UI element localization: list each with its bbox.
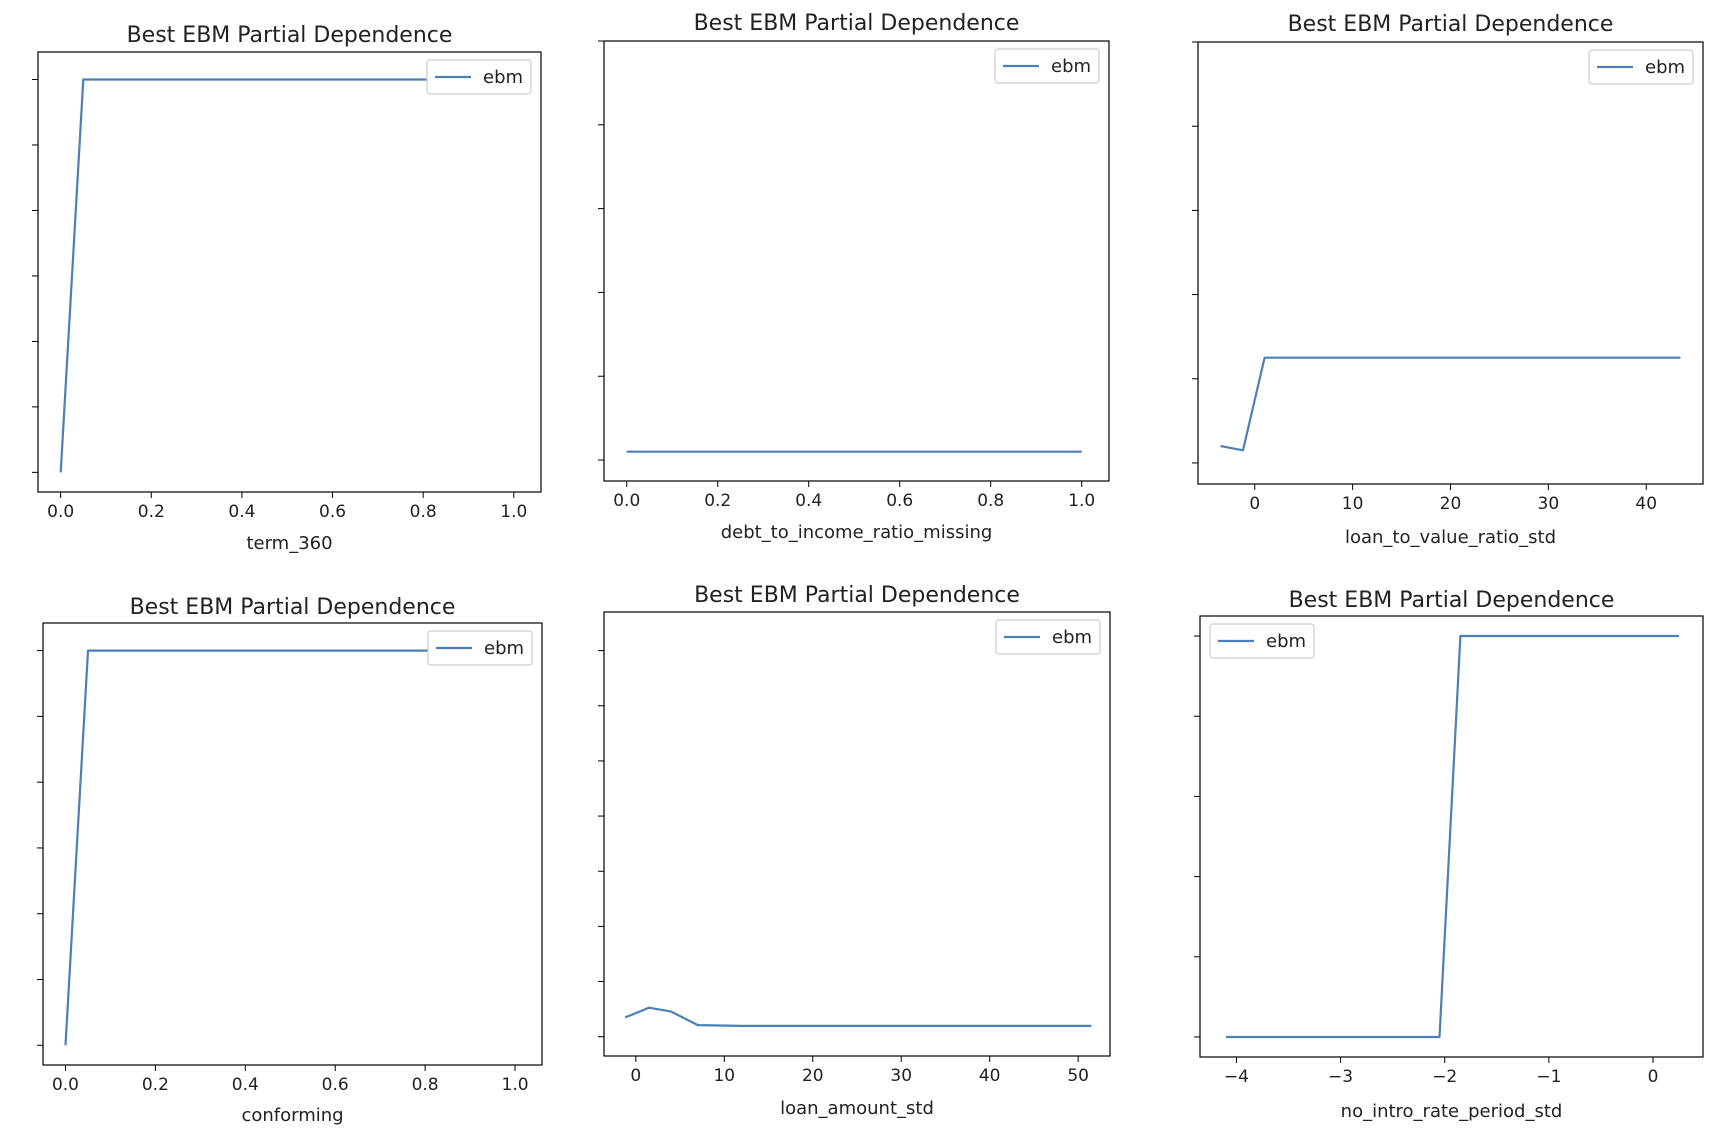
chart-title: Best EBM Partial Dependence bbox=[694, 583, 1020, 608]
legend: ebm bbox=[995, 619, 1101, 655]
x-tick-label: 0.4 bbox=[795, 491, 822, 511]
axes-frame bbox=[37, 51, 542, 493]
chart-title: Best EBM Partial Dependence bbox=[694, 11, 1020, 36]
subplot-2: Best EBM Partial Dependence 0.0 0.2 0.4 0.6 0… bbox=[598, 11, 1110, 543]
x-tick-label: 0 bbox=[1249, 494, 1260, 514]
x-tick-label: −1 bbox=[1536, 1067, 1561, 1087]
x-tick-label: 0.0 bbox=[613, 491, 640, 511]
legend-label: ebm bbox=[1051, 56, 1091, 77]
legend: ebm bbox=[994, 48, 1100, 84]
legend-label: ebm bbox=[1266, 631, 1306, 652]
chart-title: Best EBM Partial Dependence bbox=[127, 23, 453, 48]
legend-label: ebm bbox=[483, 67, 523, 88]
series-line-ebm bbox=[624, 1006, 1092, 1028]
subplot-1: Best EBM Partial Dependence 0.0 0.2 0.4 0.6 0… bbox=[32, 23, 542, 554]
x-tick-label: 1.0 bbox=[1068, 491, 1095, 511]
legend-box bbox=[1588, 49, 1694, 85]
x-tick-label: 40 bbox=[979, 1066, 1001, 1086]
legend: ebm bbox=[426, 59, 532, 95]
x-tick-label: 40 bbox=[1635, 494, 1657, 514]
x-tick-label: 1.0 bbox=[500, 502, 527, 522]
x-tick-label: 10 bbox=[713, 1066, 735, 1086]
x-tick-label: 20 bbox=[1440, 494, 1462, 514]
x-tick-label: 0.2 bbox=[142, 1075, 169, 1095]
legend-label: ebm bbox=[1645, 57, 1685, 78]
x-tick-label: 0.6 bbox=[886, 491, 913, 511]
subplot-3: Best EBM Partial Dependence 0 10 20 30 40 loan… bbox=[1192, 12, 1704, 548]
x-tick-label: 10 bbox=[1342, 494, 1364, 514]
x-tick-label: 20 bbox=[802, 1066, 824, 1086]
x-tick-label: 0.6 bbox=[322, 1075, 349, 1095]
subplot-4: Best EBM Partial Dependence 0.0 0.2 0.4 0.6 0… bbox=[37, 595, 543, 1126]
chart-title: Best EBM Partial Dependence bbox=[1289, 588, 1615, 613]
legend-label: ebm bbox=[1052, 627, 1092, 648]
x-tick-label: 30 bbox=[1538, 494, 1560, 514]
x-tick-label: −2 bbox=[1432, 1067, 1457, 1087]
legend-box bbox=[427, 630, 533, 666]
chart-title: Best EBM Partial Dependence bbox=[130, 595, 456, 620]
x-tick-label: 0.0 bbox=[52, 1075, 79, 1095]
x-tick-label: 0 bbox=[1648, 1067, 1659, 1087]
x-tick-label: −4 bbox=[1224, 1067, 1249, 1087]
x-tick-label: 0.8 bbox=[977, 491, 1004, 511]
x-axis-label: term_360 bbox=[246, 533, 332, 554]
x-axis-label: loan_amount_std bbox=[780, 1098, 934, 1119]
axes-frame bbox=[1199, 615, 1704, 1058]
legend: ebm bbox=[1209, 623, 1315, 659]
x-tick-label: 0.2 bbox=[704, 491, 731, 511]
axes-frame bbox=[42, 622, 543, 1066]
x-tick-label: 0.4 bbox=[232, 1075, 259, 1095]
legend: ebm bbox=[1588, 49, 1694, 85]
x-axis-label: loan_to_value_ratio_std bbox=[1345, 527, 1556, 548]
subplot-5: Best EBM Partial Dependence 0 10 20 30 40 50 lo… bbox=[598, 583, 1111, 1119]
subplot-6: Best EBM Partial Dependence −4 −3 −2 −1 0 no_i… bbox=[1194, 588, 1704, 1122]
x-tick-label: 0.2 bbox=[138, 502, 165, 522]
axes-frame bbox=[1197, 41, 1704, 485]
series-line-ebm bbox=[1220, 356, 1681, 452]
x-tick-label: 0.6 bbox=[319, 502, 346, 522]
legend-box bbox=[1209, 623, 1315, 659]
legend: ebm bbox=[427, 630, 533, 666]
x-tick-label: −3 bbox=[1328, 1067, 1353, 1087]
series-line-ebm bbox=[64, 649, 515, 1046]
x-tick-label: 0.8 bbox=[412, 1075, 439, 1095]
chart-title: Best EBM Partial Dependence bbox=[1288, 12, 1614, 37]
series-line-ebm bbox=[59, 78, 514, 473]
legend-label: ebm bbox=[484, 638, 524, 659]
x-tick-label: 30 bbox=[890, 1066, 912, 1086]
x-axis-label: debt_to_income_ratio_missing bbox=[721, 522, 993, 543]
x-tick-label: 0.8 bbox=[410, 502, 437, 522]
x-tick-label: 0.4 bbox=[228, 502, 255, 522]
x-tick-label: 0.0 bbox=[47, 502, 74, 522]
series-line-ebm bbox=[1226, 634, 1679, 1039]
legend-box bbox=[994, 48, 1100, 84]
x-axis-label: conforming bbox=[241, 1105, 343, 1126]
axes-frame bbox=[603, 40, 1110, 482]
x-tick-label: 0 bbox=[630, 1066, 641, 1086]
legend-box bbox=[995, 619, 1101, 655]
x-axis-label: no_intro_rate_period_std bbox=[1341, 1101, 1563, 1122]
x-tick-label: 50 bbox=[1067, 1066, 1089, 1086]
legend-box bbox=[426, 59, 532, 95]
x-tick-label: 1.0 bbox=[502, 1075, 529, 1095]
axes-frame bbox=[603, 611, 1111, 1057]
